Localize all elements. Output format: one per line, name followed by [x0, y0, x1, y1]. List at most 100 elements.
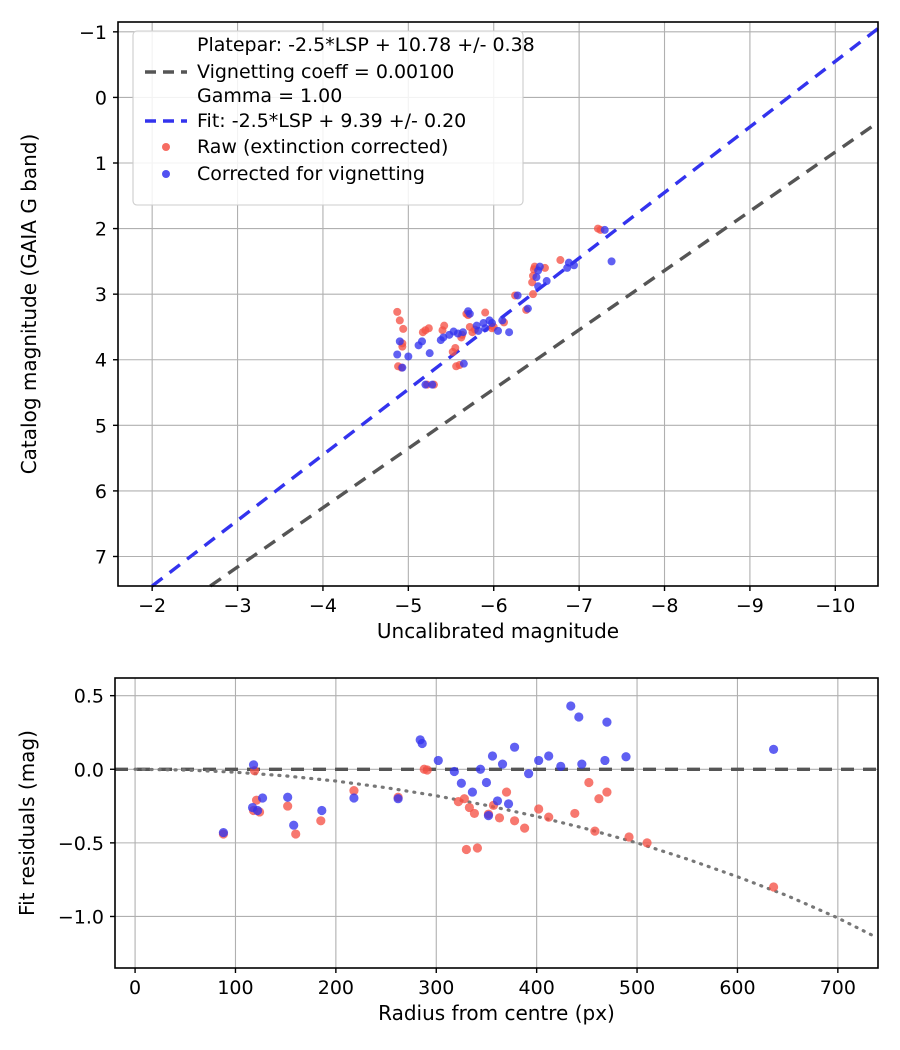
top-scatter-corrected: [393, 225, 616, 389]
y-tick-label: 6: [95, 481, 107, 503]
data-point: [501, 787, 512, 797]
y-tick-label: 1: [95, 153, 107, 175]
x-tick-label: 300: [418, 977, 454, 999]
data-point: [424, 324, 433, 333]
data-point: [461, 844, 471, 855]
data-point: [248, 760, 259, 770]
data-point: [494, 813, 505, 823]
data-point: [497, 759, 508, 769]
data-point: [448, 347, 457, 356]
data-point: [475, 764, 486, 774]
data-point: [534, 755, 544, 766]
data-point: [600, 225, 609, 234]
x-tick-label: −4: [309, 595, 337, 617]
data-point: [481, 308, 490, 317]
x-tick-label: 700: [820, 977, 856, 999]
x-tick-label: −5: [394, 595, 422, 617]
x-tick-label: 500: [619, 977, 655, 999]
data-point: [291, 829, 301, 839]
top-tickmarks: [113, 31, 837, 591]
data-point: [503, 799, 514, 809]
y-tick-label: 4: [95, 350, 107, 372]
platepar-line: [209, 120, 879, 588]
data-point: [498, 316, 507, 325]
data-point: [594, 794, 604, 804]
x-tick-label: −6: [480, 595, 508, 617]
x-tick-label: −8: [651, 595, 679, 617]
data-point: [492, 796, 503, 806]
x-tick-label: 600: [719, 977, 755, 999]
data-point: [534, 804, 544, 814]
x-tick-label: 400: [519, 977, 555, 999]
data-point: [624, 832, 634, 842]
data-point: [404, 352, 413, 361]
legend-label: Vignetting coeff = 0.00100: [197, 61, 454, 83]
y-tick-label: −1: [79, 22, 107, 44]
data-point: [483, 811, 494, 821]
x-tick-label: −3: [224, 595, 252, 617]
data-point: [433, 755, 443, 766]
data-point: [544, 751, 554, 761]
data-point: [488, 319, 497, 328]
x-tick-label: −9: [736, 595, 764, 617]
legend-label: Platepar: -2.5*LSP + 10.78 +/- 0.38: [197, 34, 535, 56]
legend-frame: [132, 30, 524, 206]
data-point: [602, 717, 612, 727]
data-point: [252, 805, 263, 816]
top-x-axis-label: Uncalibrated magnitude: [377, 619, 619, 643]
data-point: [474, 326, 483, 335]
data-point: [467, 787, 478, 797]
data-point: [602, 787, 612, 797]
data-point: [534, 282, 543, 291]
data-point: [452, 362, 461, 371]
data-point: [349, 793, 359, 803]
bottom-tickmarks: [110, 694, 839, 973]
x-tick-label: −2: [138, 595, 166, 617]
data-point: [487, 751, 498, 761]
data-point: [449, 766, 459, 777]
data-point: [570, 808, 580, 819]
bottom-x-axis-label: Radius from centre (px): [378, 1001, 615, 1025]
y-tick-label: 0: [95, 87, 107, 109]
y-tick-label: 0.0: [74, 759, 104, 781]
bottom-gridlines: [115, 678, 878, 968]
data-point: [395, 337, 404, 346]
legend-label: Fit: -2.5*LSP + 9.39 +/- 0.20: [197, 110, 466, 132]
bottom-scatter-corrected: [218, 701, 779, 838]
data-point: [556, 256, 565, 265]
data-point: [529, 290, 538, 299]
legend-label: Corrected for vignetting: [197, 163, 425, 185]
data-point: [513, 291, 522, 300]
axes-fit-residuals: 0 100 200 300 400 500 600 700 0.5 0.0 −0.5 −1.0 Rad…: [15, 677, 879, 1025]
data-point: [218, 827, 229, 838]
data-point: [542, 277, 551, 286]
y-tick-label: 5: [95, 415, 107, 437]
x-tick-label: 100: [217, 977, 253, 999]
legend-dot-marker: [162, 170, 170, 178]
data-point: [509, 742, 520, 752]
data-point: [509, 816, 520, 826]
data-point: [458, 328, 467, 337]
data-point: [283, 801, 293, 811]
legend-label: Gamma = 1.00: [197, 85, 342, 107]
data-point: [532, 273, 541, 282]
data-point: [574, 712, 584, 722]
data-point: [535, 262, 544, 271]
data-point: [257, 793, 268, 803]
data-point: [393, 794, 403, 804]
data-point: [418, 337, 426, 346]
data-point: [621, 752, 631, 762]
data-point: [600, 755, 610, 766]
data-point: [317, 805, 327, 816]
data-point: [421, 380, 430, 389]
data-point: [456, 778, 466, 788]
data-point: [464, 307, 473, 316]
y-tick-label: 3: [95, 284, 107, 306]
bottom-y-axis-label: Fit residuals (mag): [15, 730, 39, 916]
data-point: [428, 380, 437, 389]
data-point: [494, 326, 502, 335]
data-point: [607, 257, 616, 266]
data-point: [544, 812, 554, 822]
